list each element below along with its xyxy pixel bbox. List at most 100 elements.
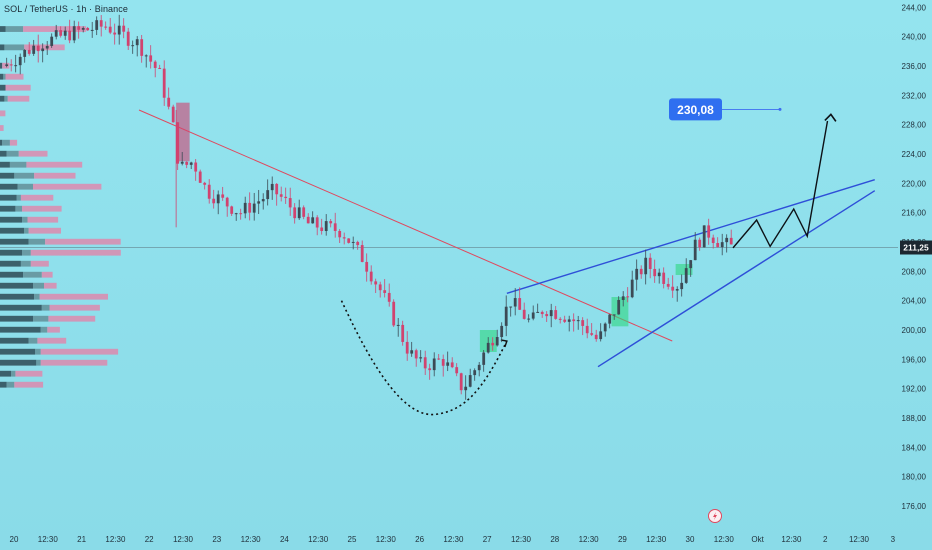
volume-profile-bar <box>5 73 24 80</box>
candle-body <box>518 298 522 310</box>
volume-profile-bar <box>7 95 30 102</box>
volume-profile-bar <box>30 260 49 267</box>
volume-profile-bar <box>2 139 10 146</box>
projection-arrowhead <box>824 113 837 122</box>
channel-lower-line[interactable] <box>597 190 876 368</box>
candle-body <box>257 201 261 204</box>
y-tick-label: 224,00 <box>902 150 927 159</box>
volume-profile-bar <box>49 304 100 311</box>
candle-body <box>401 324 405 342</box>
candle-body <box>702 225 706 248</box>
x-tick-label: 30 <box>686 535 695 544</box>
candle-body <box>351 241 355 243</box>
volume-profile-bar <box>33 315 49 322</box>
candle-body <box>225 197 229 207</box>
x-tick-label: 12:30 <box>781 535 802 544</box>
candle-body <box>536 311 540 313</box>
candle-body <box>540 311 544 315</box>
candle-body <box>315 217 319 228</box>
y-tick-label: 244,00 <box>902 3 927 12</box>
x-tick-label: 12:30 <box>173 535 194 544</box>
candle-body <box>108 26 112 33</box>
candle-body <box>180 161 184 164</box>
volume-profile-bar <box>40 348 119 355</box>
volume-profile-bar <box>40 326 48 333</box>
volume-profile-bar <box>0 73 4 80</box>
y-tick-label: 184,00 <box>902 443 927 452</box>
candle-body <box>45 45 49 49</box>
candle-body <box>140 39 144 56</box>
candle-body <box>612 314 616 316</box>
candle-body <box>99 20 103 27</box>
candle-body <box>356 241 360 246</box>
volume-profile-bar <box>0 337 29 344</box>
candle-body <box>671 286 675 291</box>
candle-body <box>491 342 495 346</box>
candle-body <box>54 30 58 37</box>
candle-body <box>306 216 310 224</box>
candle-body <box>36 45 40 52</box>
candle-body <box>198 171 202 183</box>
x-tick-label: 12:30 <box>511 535 532 544</box>
volume-profile-bar <box>0 271 24 278</box>
candle-body <box>495 337 499 346</box>
current-price-tag <box>900 240 932 255</box>
volume-profile-bar <box>18 150 48 157</box>
volume-profile-bar <box>0 238 29 245</box>
volume-profile-bar <box>0 183 18 190</box>
candle-body <box>153 61 157 68</box>
target-dot <box>778 107 782 111</box>
candle-body <box>639 268 643 275</box>
descending-trendline[interactable] <box>138 109 673 342</box>
volume-profile-bar <box>6 381 15 388</box>
volume-profile-bar <box>6 150 19 157</box>
candle-body <box>279 194 283 197</box>
volume-profile-bar <box>39 293 108 300</box>
lightning-glyph <box>713 512 717 520</box>
volume-profile-bar <box>36 359 41 366</box>
candle-body <box>203 182 207 185</box>
candle-body <box>572 319 576 322</box>
x-tick-label: 24 <box>280 535 289 544</box>
candle-body <box>135 39 139 46</box>
fvg-zone <box>176 102 190 162</box>
x-tick-label: 12:30 <box>714 535 735 544</box>
x-tick-label: Okt <box>751 535 764 544</box>
x-tick-label: 27 <box>483 535 492 544</box>
candle-body <box>126 31 130 46</box>
volume-profile-bar <box>0 381 7 388</box>
volume-profile-bar <box>0 161 10 168</box>
candle-body <box>693 239 697 261</box>
candle-body <box>563 319 567 322</box>
x-tick-label: 2 <box>823 535 828 544</box>
candle-body <box>122 25 126 32</box>
candle-body <box>437 358 441 360</box>
candle-body <box>392 301 396 326</box>
target-price-badge[interactable] <box>669 98 722 121</box>
candle-body <box>320 227 324 232</box>
candle-body <box>261 199 265 202</box>
candle-body <box>603 323 607 332</box>
volume-profile-bar <box>47 326 60 333</box>
candle-body <box>59 30 63 36</box>
volume-profile-bar <box>14 172 35 179</box>
volume-profile-bar <box>11 370 16 377</box>
candle-body <box>14 65 18 67</box>
candle-body <box>558 318 562 320</box>
candle-body <box>162 68 166 98</box>
projection-zigzag[interactable] <box>732 120 829 249</box>
y-tick-label: 188,00 <box>902 414 927 423</box>
x-tick-label: 12:30 <box>308 535 329 544</box>
candle-body <box>729 237 733 245</box>
candle-body <box>95 20 99 30</box>
x-tick-label: 22 <box>145 535 154 544</box>
volume-profile-bar <box>0 172 15 179</box>
candle-body <box>284 196 288 199</box>
candle-body <box>77 26 81 30</box>
volume-profile-bar <box>0 315 33 322</box>
candle-body <box>216 194 220 204</box>
candle-body <box>288 198 292 208</box>
volume-profile-bar <box>0 150 7 157</box>
